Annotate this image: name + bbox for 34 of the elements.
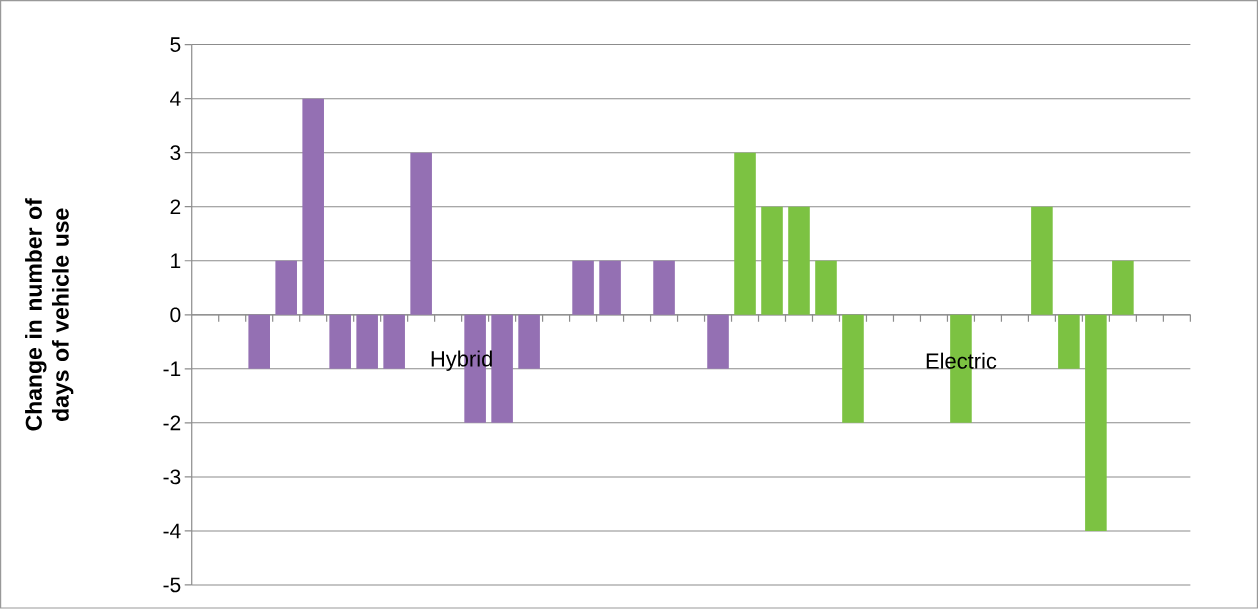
bar	[1031, 206, 1053, 315]
bar	[275, 260, 297, 315]
bar	[329, 314, 351, 370]
bar	[653, 260, 675, 315]
bar	[356, 314, 378, 370]
bar	[518, 314, 540, 370]
y-tick-label: -4	[163, 523, 181, 539]
y-tick-label: -3	[163, 469, 181, 485]
bar	[761, 206, 783, 315]
bar	[599, 260, 621, 315]
bar	[788, 206, 810, 315]
y-tick-label: 2	[170, 199, 181, 215]
bar	[815, 260, 837, 315]
y-tick-label: 3	[170, 145, 181, 161]
bar	[572, 260, 594, 315]
bar	[842, 314, 864, 424]
y-tick-label: 0	[170, 307, 181, 323]
y-tick-label: 1	[171, 253, 181, 269]
bar	[491, 314, 513, 424]
bar	[383, 314, 405, 370]
y-tick-label: -5	[163, 577, 181, 593]
y-tick-label: -1	[163, 361, 181, 377]
bar	[302, 98, 324, 315]
y-axis-title: Change in number of days of vehicle use	[25, 198, 74, 431]
bar	[410, 152, 432, 315]
bar	[1112, 260, 1134, 315]
bar	[1058, 314, 1080, 370]
bar	[248, 314, 270, 370]
bar	[1085, 314, 1107, 532]
y-tick-label: -2	[163, 415, 181, 431]
y-tick-label: 5	[170, 37, 181, 53]
bar	[734, 152, 756, 315]
y-tick-label: 4	[170, 91, 181, 107]
bar	[707, 314, 729, 370]
